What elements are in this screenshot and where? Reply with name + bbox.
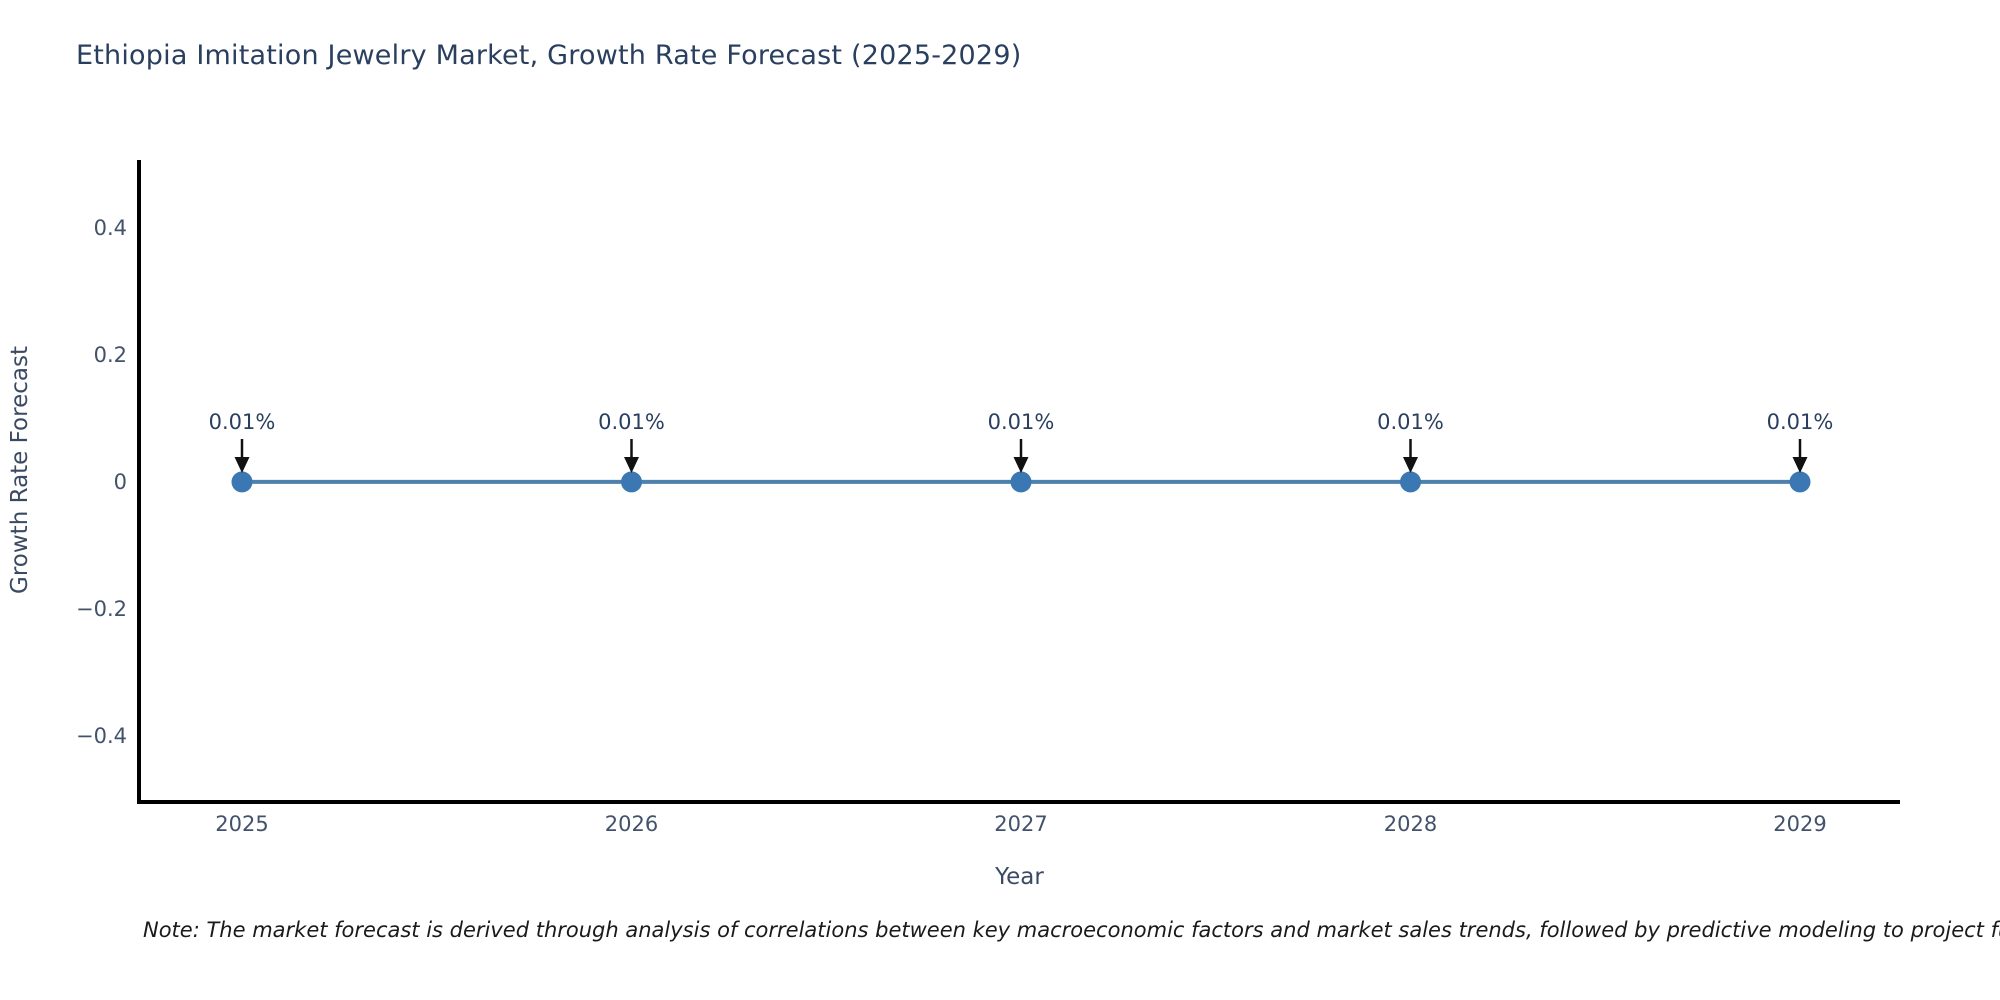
point-annotation-label: 0.01% xyxy=(598,410,665,434)
y-axis-title: Growth Rate Forecast xyxy=(7,346,33,594)
y-tick-label: −0.2 xyxy=(76,597,127,621)
y-tick-label: 0.4 xyxy=(94,216,127,240)
x-tick-label: 2025 xyxy=(215,812,268,836)
annotation-arrow-head xyxy=(234,457,250,473)
annotation-arrow-head xyxy=(1013,457,1029,473)
x-tick-label: 2028 xyxy=(1384,812,1437,836)
point-annotation-label: 0.01% xyxy=(209,410,276,434)
y-tick-label: −0.4 xyxy=(76,724,127,748)
x-tick-label: 2027 xyxy=(994,812,1047,836)
point-annotation-label: 0.01% xyxy=(1767,410,1834,434)
annotation-arrow-head xyxy=(624,457,639,473)
point-annotation-label: 0.01% xyxy=(988,410,1055,434)
data-point-marker[interactable] xyxy=(1010,471,1032,493)
x-tick-label: 2029 xyxy=(1773,812,1826,836)
y-tick-label: 0 xyxy=(114,470,127,494)
footnote: Note: The market forecast is derived thr… xyxy=(143,918,2000,942)
x-axis-title: Year xyxy=(994,864,1044,890)
x-tick-label: 2026 xyxy=(605,812,658,836)
chart-title: Ethiopia Imitation Jewelry Market, Growt… xyxy=(76,40,1022,71)
y-tick-label: 0.2 xyxy=(94,343,127,367)
data-point-marker[interactable] xyxy=(1789,471,1811,493)
annotation-arrow-head xyxy=(1792,457,1808,473)
data-point-marker[interactable] xyxy=(231,471,253,493)
point-annotation-label: 0.01% xyxy=(1377,410,1444,434)
data-point-marker[interactable] xyxy=(1400,471,1421,493)
annotation-arrow-head xyxy=(1403,457,1418,473)
data-point-marker[interactable] xyxy=(621,471,642,493)
